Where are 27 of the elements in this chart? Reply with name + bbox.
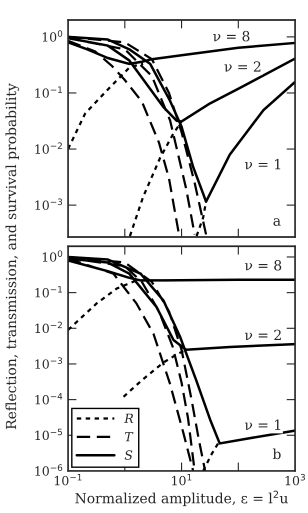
annotation: ν = 8	[213, 30, 250, 42]
annotation: ν = 8	[244, 260, 282, 270]
annotation: ν = 1	[244, 420, 280, 430]
x-tick-label: 10$^{1}$	[172, 474, 192, 486]
y-axis-title: Reflection, transmission, and survival probability	[6, 83, 20, 430]
y-tick-label: 10$^{−1}$	[35, 286, 62, 298]
y-tick-label: 10$^{0}$	[42, 250, 62, 262]
y-tick-label: 10$^{−2}$	[35, 322, 62, 334]
y-tick-label: 10$^{−4}$	[35, 393, 62, 404]
annotation: ν = 1	[244, 158, 280, 170]
y-tick-label: 10$^{−1}$	[35, 86, 62, 98]
legend-label: T	[124, 432, 134, 442]
y-tick-label: 10$^{−3}$	[35, 198, 62, 210]
x-tick-label: 10$^{−1}$	[54, 474, 82, 486]
annotation: ν = 2	[244, 330, 281, 340]
x-tick-label: 10$^{3}$	[286, 474, 305, 486]
annotation: b	[272, 448, 281, 460]
y-tick-label: 10$^{0}$	[42, 30, 62, 42]
y-tick-label: 10$^{−6}$	[35, 464, 62, 476]
legend-label: R	[124, 414, 134, 423]
legend-label: S	[124, 450, 132, 460]
y-tick-label: 10$^{−2}$	[35, 142, 62, 154]
y-tick-label: 10$^{−3}$	[35, 357, 62, 369]
x-axis-title: Normalized amplitude, ε = l$^{2}$u	[75, 490, 288, 506]
y-tick-label: 10$^{−5}$	[35, 428, 62, 440]
annotation: a	[273, 218, 281, 226]
annotation: ν = 2	[224, 61, 260, 72]
